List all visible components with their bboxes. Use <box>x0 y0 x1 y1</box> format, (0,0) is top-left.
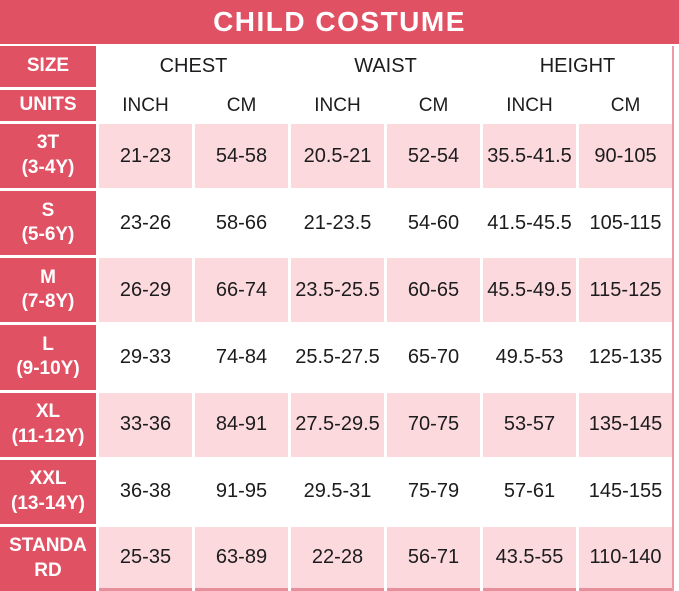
value-cell: 29-33 <box>99 325 192 390</box>
value-cell: 66-74 <box>195 258 288 323</box>
size-row-label-m: M (7-8Y) <box>0 258 96 323</box>
value-cell: 45.5-49.5 <box>483 258 576 323</box>
value-cell: 21-23.5 <box>291 191 384 256</box>
value-cell: 74-84 <box>195 325 288 390</box>
size-label-line: S <box>41 199 55 221</box>
chest-cm-header: CM <box>195 90 288 121</box>
value-cell: 21-23 <box>99 124 192 189</box>
size-label-line-2: RD <box>34 559 62 581</box>
value-cell: 75-79 <box>387 459 480 524</box>
size-label-line: STANDA <box>9 535 87 557</box>
value-cell: 23.5-25.5 <box>291 258 384 323</box>
size-column-header: SIZE <box>0 46 96 87</box>
size-age-line: (13-14Y) <box>11 492 85 514</box>
size-label-line: 3T <box>36 132 60 154</box>
size-row-label-standard: STANDA RD <box>0 526 96 591</box>
value-cell: 25-35 <box>99 526 192 591</box>
size-age-line: (7-8Y) <box>21 291 75 313</box>
value-cell: 56-71 <box>387 526 480 591</box>
size-age-line: (11-12Y) <box>11 425 85 447</box>
size-label-line: L <box>42 333 54 355</box>
size-row-label-l: L (9-10Y) <box>0 325 96 390</box>
value-cell: 23-26 <box>99 191 192 256</box>
value-cell: 54-58 <box>195 124 288 189</box>
size-age-line: (9-10Y) <box>16 358 80 380</box>
waist-cm-header: CM <box>387 90 480 121</box>
value-cell: 91-95 <box>195 459 288 524</box>
size-age-line: (5-6Y) <box>21 224 75 246</box>
value-cell: 90-105 <box>579 124 672 189</box>
value-cell: 58-66 <box>195 191 288 256</box>
value-cell: 36-38 <box>99 459 192 524</box>
size-label-line: XL <box>35 400 61 422</box>
value-cell: 70-75 <box>387 392 480 457</box>
value-cell: 54-60 <box>387 191 480 256</box>
value-cell: 41.5-45.5 <box>483 191 576 256</box>
value-cell: 20.5-21 <box>291 124 384 189</box>
size-row-label-3t: 3T (3-4Y) <box>0 124 96 189</box>
value-cell: 63-89 <box>195 526 288 591</box>
value-cell: 25.5-27.5 <box>291 325 384 390</box>
units-row-header: UNITS <box>0 90 96 121</box>
value-cell: 29.5-31 <box>291 459 384 524</box>
size-chart-title: CHILD COSTUME <box>0 0 679 44</box>
waist-group-header: WAIST <box>291 46 480 87</box>
size-row-label-s: S (5-6Y) <box>0 191 96 256</box>
size-row-label-xl: XL (11-12Y) <box>0 392 96 457</box>
value-cell: 65-70 <box>387 325 480 390</box>
value-cell: 52-54 <box>387 124 480 189</box>
value-cell: 49.5-53 <box>483 325 576 390</box>
height-inch-header: INCH <box>483 90 576 121</box>
value-cell: 105-115 <box>579 191 672 256</box>
size-label-line: XXL <box>29 468 67 490</box>
waist-inch-header: INCH <box>291 90 384 121</box>
value-cell: 125-135 <box>579 325 672 390</box>
size-row-label-xxl: XXL (13-14Y) <box>0 459 96 524</box>
height-cm-header: CM <box>579 90 672 121</box>
value-cell: 27.5-29.5 <box>291 392 384 457</box>
value-cell: 110-140 <box>579 526 672 591</box>
value-cell: 33-36 <box>99 392 192 457</box>
height-group-header: HEIGHT <box>483 46 672 87</box>
chest-group-header: CHEST <box>99 46 288 87</box>
value-cell: 53-57 <box>483 392 576 457</box>
value-cell: 26-29 <box>99 258 192 323</box>
value-cell: 84-91 <box>195 392 288 457</box>
value-cell: 145-155 <box>579 459 672 524</box>
value-cell: 43.5-55 <box>483 526 576 591</box>
size-chart-table: SIZE CHEST WAIST HEIGHT UNITS INCH CM IN… <box>0 46 674 591</box>
value-cell: 57-61 <box>483 459 576 524</box>
value-cell: 22-28 <box>291 526 384 591</box>
value-cell: 115-125 <box>579 258 672 323</box>
size-age-line: (3-4Y) <box>21 157 75 179</box>
value-cell: 135-145 <box>579 392 672 457</box>
size-label-line: M <box>40 266 56 288</box>
value-cell: 60-65 <box>387 258 480 323</box>
chest-inch-header: INCH <box>99 90 192 121</box>
value-cell: 35.5-41.5 <box>483 124 576 189</box>
